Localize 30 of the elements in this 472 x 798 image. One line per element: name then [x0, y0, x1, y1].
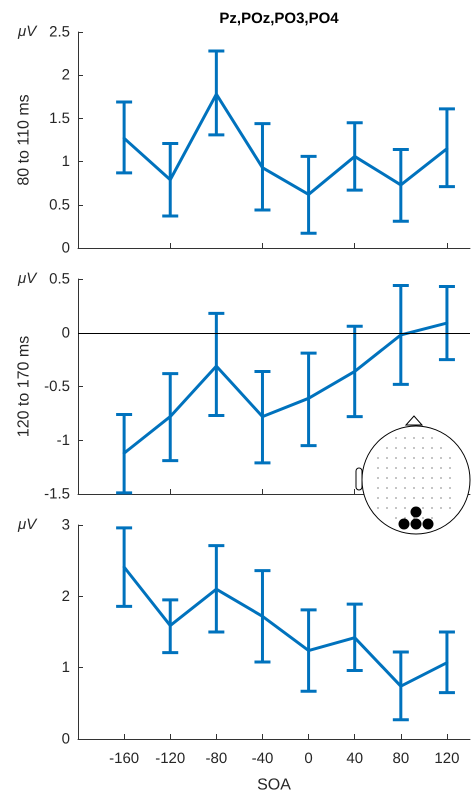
x-tick-label: -120	[155, 750, 186, 767]
y-tick-label: 2.5	[49, 24, 70, 40]
x-tick-label: 80	[392, 750, 410, 767]
y-tick-label: -0.5	[44, 378, 70, 395]
text: μV	[17, 23, 38, 40]
y-tick-label: 1.5	[49, 110, 70, 127]
x-tick-label: 0	[304, 750, 313, 767]
y-tick-label: 2	[62, 66, 70, 84]
x-tick-label: 120	[434, 750, 460, 767]
x-tick-label: -80	[206, 750, 228, 767]
y-tick-label: 0.5	[49, 270, 70, 288]
chart-title: Pz,POz,PO3,PO4	[219, 10, 340, 27]
x-axis-title: SOA	[257, 776, 292, 794]
y-axis-title: 120 to 170 ms	[16, 336, 32, 438]
y-tick-label: 0	[62, 730, 70, 748]
y-axis-title: 80 to 110 ms	[16, 94, 32, 186]
y-tick-label: -1.5	[44, 486, 70, 502]
y-tick-label: 2	[62, 588, 70, 605]
y-tick-label: 1	[62, 659, 70, 676]
y-tick-label: -1	[56, 432, 70, 449]
y-tick-label: 1	[62, 153, 70, 170]
text: μV	[17, 270, 38, 287]
x-tick-label: 40	[346, 750, 364, 767]
x-tick-label: -40	[252, 750, 274, 767]
y-tick-label: 0	[62, 240, 70, 256]
x-tick-label: -160	[109, 750, 140, 767]
y-tick-label: 0	[62, 324, 70, 342]
text: μV	[17, 516, 38, 533]
y-tick-label: 3	[62, 516, 70, 534]
y-tick-label: 0.5	[49, 196, 70, 214]
